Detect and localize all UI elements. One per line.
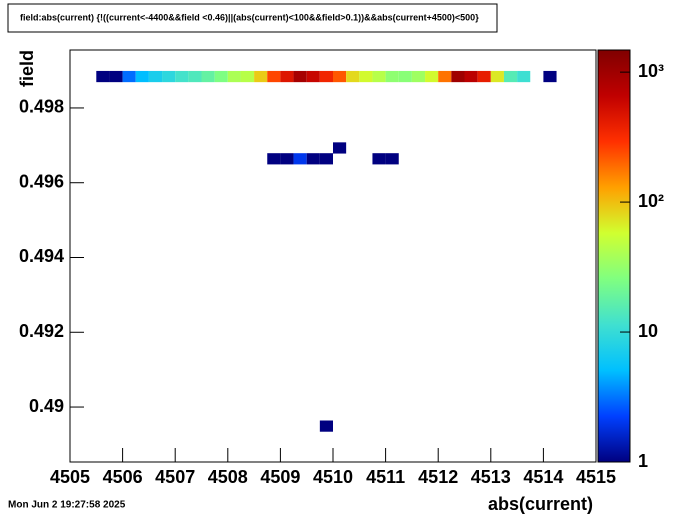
cell — [201, 70, 215, 83]
cell — [490, 70, 504, 83]
x-tick-label: 4511 — [366, 467, 405, 487]
cell — [135, 70, 149, 83]
x-tick-label: 4507 — [155, 467, 195, 487]
cell — [148, 70, 163, 83]
x-tick-label: 4508 — [208, 467, 248, 487]
x-axis-label: abs(current) — [488, 494, 593, 514]
cell — [96, 70, 110, 83]
y-axis-label: field — [17, 50, 37, 87]
cell — [280, 70, 294, 83]
x-tick-label: 4505 — [50, 467, 90, 487]
x-tick-label: 4510 — [313, 467, 353, 487]
title-box — [7, 3, 498, 33]
z-tick-label: 1 — [638, 451, 648, 471]
cell — [464, 70, 478, 83]
cell — [319, 70, 333, 83]
cell — [346, 70, 360, 83]
cell — [385, 153, 399, 165]
cell — [175, 70, 189, 83]
cell — [306, 70, 320, 83]
cell — [359, 70, 373, 83]
cell — [385, 70, 399, 83]
x-tick-label: 4509 — [260, 467, 300, 487]
z-tick-label: 10 — [638, 321, 658, 341]
z-tick-label: 10² — [638, 191, 664, 211]
cell — [214, 70, 228, 83]
cell — [398, 70, 412, 83]
cell — [319, 153, 333, 165]
cell — [109, 70, 123, 83]
x-tick-label: 4512 — [418, 467, 458, 487]
cell — [162, 70, 176, 83]
cell — [333, 142, 347, 154]
cell — [517, 70, 531, 83]
cell — [267, 153, 281, 165]
cell — [372, 153, 386, 165]
timestamp: Mon Jun 2 19:27:58 2025 — [8, 500, 126, 511]
y-tick-label: 0.492 — [19, 321, 64, 341]
x-tick-label: 4506 — [103, 467, 143, 487]
plot-frame — [69, 49, 597, 463]
chart-title: field:abs(current) {!((current<-4400&&fi… — [20, 12, 479, 22]
cell — [293, 153, 307, 165]
cell — [122, 70, 136, 83]
cell — [451, 70, 465, 83]
cell — [319, 420, 333, 432]
cell — [543, 70, 557, 83]
color-bar — [597, 49, 631, 463]
y-tick-label: 0.498 — [19, 97, 64, 117]
cell — [411, 70, 426, 83]
y-tick-label: 0.49 — [29, 396, 64, 416]
x-tick-label: 4515 — [576, 467, 616, 487]
x-tick-label: 4514 — [523, 467, 563, 487]
cell — [293, 70, 307, 83]
z-tick-label: 10³ — [638, 61, 664, 81]
cell — [240, 70, 255, 83]
cell — [254, 70, 268, 83]
cell — [425, 70, 439, 83]
cell — [477, 70, 491, 83]
x-tick-label: 4513 — [471, 467, 511, 487]
cell — [267, 70, 281, 83]
cell — [188, 70, 202, 83]
y-tick-label: 0.494 — [19, 246, 64, 266]
cell — [227, 70, 241, 83]
cell — [333, 70, 347, 83]
cell — [372, 70, 386, 83]
cell — [438, 70, 452, 83]
cell — [503, 70, 518, 83]
y-tick-label: 0.496 — [19, 171, 64, 191]
cell — [280, 153, 294, 165]
cell — [306, 153, 320, 165]
